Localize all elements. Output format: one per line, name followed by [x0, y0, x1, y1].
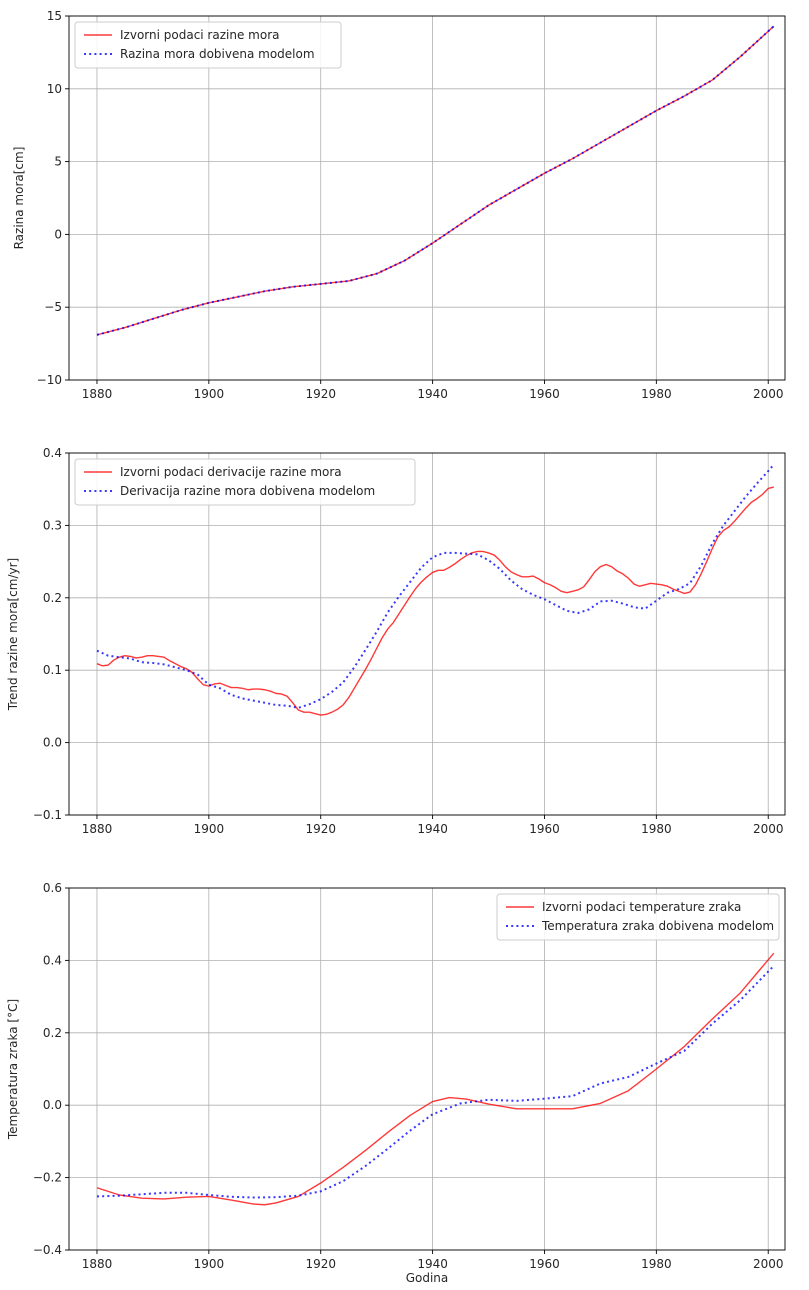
legend-entry-label: Izvorni podaci razine mora: [120, 28, 279, 42]
x-tick-label: 1980: [641, 387, 672, 401]
y-tick-label: 0.6: [43, 881, 62, 895]
x-tick-label: 1920: [305, 387, 336, 401]
series-line-2: [96, 965, 775, 1199]
legend: Izvorni podaci razine mora Razina mora do…: [74, 21, 342, 69]
x-tick-label: 2000: [753, 387, 784, 401]
x-tick-label: 1960: [529, 822, 560, 836]
x-tick-label: 1960: [529, 387, 560, 401]
series-line-2: [96, 463, 775, 709]
y-tick-label: 0.2: [43, 1026, 62, 1040]
legend-box: [74, 458, 416, 506]
chart-panel-2: 1880 1900 1920 1940 1960 1980 2000 −0.1 0.0 0.1 0.…: [6, 446, 786, 836]
x-tick-label: 1940: [417, 822, 448, 836]
y-axis-label: Temperatura zraka [°C]: [6, 999, 20, 1140]
legend-box: [74, 21, 342, 69]
x-tick-label: 1960: [529, 1257, 560, 1271]
x-tick-label: 1900: [194, 387, 225, 401]
legend-entry-label: Razina mora dobivena modelom: [120, 47, 315, 61]
series-line-2: [96, 25, 775, 336]
legend: Izvorni podaci temperature zraka Temperat…: [496, 893, 780, 941]
chart-panel-3: 1880 1900 1920 1940 1960 1980 2000 −0.4 −0.2 0.0 0…: [6, 881, 786, 1285]
series-line-1: [96, 25, 775, 336]
y-tick-label: 0.2: [43, 591, 62, 605]
plot-frame: [68, 887, 786, 1251]
chart-panel-1: 1880 1900 1920 1940 1960 1980 2000 −10 −5 0 5 10 15 R…: [12, 9, 786, 401]
y-tick-label: 0.3: [43, 518, 62, 532]
x-tick-label: 1880: [82, 387, 113, 401]
y-tick-label: 15: [47, 9, 62, 23]
legend-entry-label: Derivacija razine mora dobivena modelom: [120, 484, 375, 498]
y-axis-label: Trend razine mora[cm/yr]: [6, 558, 20, 711]
plot-frame: [68, 452, 786, 816]
x-tick-label: 1900: [194, 822, 225, 836]
y-tick-label: 5: [54, 155, 62, 169]
x-tick-label: 2000: [753, 1257, 784, 1271]
y-tick-label: 0.4: [43, 953, 62, 967]
y-axis-label: Razina mora[cm]: [12, 147, 26, 250]
series-line-1: [96, 952, 775, 1206]
plot-frame: [68, 15, 786, 381]
x-tick-label: 2000: [753, 822, 784, 836]
y-tick-label: −0.4: [33, 1243, 62, 1257]
legend-box: [496, 893, 780, 941]
y-tick-label: −0.1: [33, 808, 62, 822]
x-tick-label: 1920: [305, 822, 336, 836]
y-tick-label: 10: [47, 82, 62, 96]
x-tick-label: 1980: [641, 822, 672, 836]
legend: Izvorni podaci derivacije razine mora Der…: [74, 458, 416, 506]
x-tick-label: 1940: [417, 387, 448, 401]
legend-entry-label: Izvorni podaci derivacije razine mora: [120, 465, 342, 479]
x-tick-label: 1940: [417, 1257, 448, 1271]
x-tick-label: 1980: [641, 1257, 672, 1271]
y-tick-label: −0.2: [33, 1171, 62, 1185]
y-tick-label: −10: [37, 373, 62, 387]
y-tick-label: 0.1: [43, 663, 62, 677]
x-tick-label: 1900: [194, 1257, 225, 1271]
legend-entry-label: Temperatura zraka dobivena modelom: [541, 919, 774, 933]
x-tick-label: 1880: [82, 1257, 113, 1271]
x-axis-label: Godina: [406, 1271, 449, 1285]
x-tick-label: 1920: [305, 1257, 336, 1271]
y-tick-label: 0.0: [43, 736, 62, 750]
series-line-1: [96, 486, 774, 716]
y-tick-label: 0: [54, 227, 62, 241]
legend-entry-label: Izvorni podaci temperature zraka: [542, 900, 741, 914]
x-tick-label: 1880: [82, 822, 113, 836]
y-tick-label: 0.0: [43, 1098, 62, 1112]
y-tick-label: 0.4: [43, 446, 62, 460]
y-tick-label: −5: [44, 300, 62, 314]
